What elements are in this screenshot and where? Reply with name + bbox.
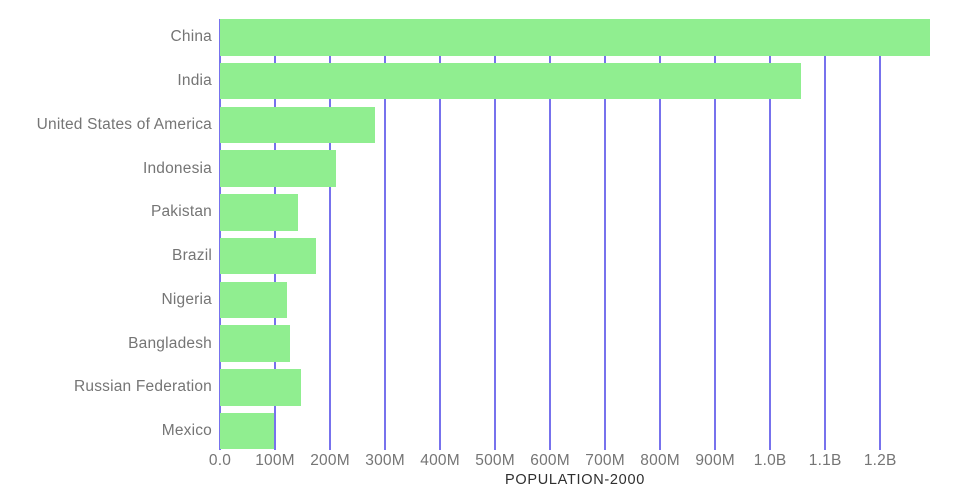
bar-pakistan [220, 194, 299, 231]
gridline-200m [329, 19, 332, 450]
category-label-indonesia: Indonesia [142, 159, 212, 177]
category-label-brazil: Brazil [172, 247, 212, 265]
category-label-united-states-of-america: United States of America [36, 115, 212, 133]
bar-nigeria [220, 281, 288, 319]
x-axis-tick-labels: 0.0 100M 200M 300M 400M 500M 600M 700M 800M 900M 1… [209, 452, 930, 472]
gridline-1-2b [879, 19, 882, 450]
x-tick-label-200m: 200M [310, 452, 350, 469]
x-tick-label-100m: 100M [255, 452, 295, 469]
x-tick-label-500m: 500M [475, 452, 515, 469]
category-label-russian-federation: Russian Federation [73, 378, 212, 396]
gridline-1-0b [769, 19, 772, 450]
bar-brazil [220, 237, 317, 275]
category-label-mexico: Mexico [161, 422, 212, 440]
x-tick-label-1-1b: 1.1B [808, 452, 842, 469]
bar-united-states-of-america [220, 106, 375, 144]
gridline-300m [384, 19, 387, 450]
category-label-pakistan: Pakistan [150, 203, 212, 221]
category-label-china: China [170, 28, 212, 46]
gridline-100m [274, 19, 276, 450]
x-tick-label-700m: 700M [585, 452, 625, 469]
x-axis-title: POPULATION-2000 [505, 472, 645, 488]
gridline-400m [439, 19, 442, 450]
category-label-bangladesh: Bangladesh [128, 334, 212, 352]
x-tick-label-1-0b: 1.0B [753, 452, 787, 469]
gridline-900m [714, 19, 717, 450]
plot-area [219, 15, 930, 450]
gridline-700m [604, 19, 607, 450]
bar-russian-federation [220, 369, 301, 406]
gridline-800m [659, 19, 662, 450]
x-tick-label-900m: 900M [695, 452, 735, 469]
x-tick-label-600m: 600M [530, 452, 570, 469]
gridline-500m [494, 19, 497, 450]
x-tick-label-0-0: 0.0 [208, 452, 232, 469]
bar-indonesia [220, 150, 337, 187]
gridline-0-0 [219, 19, 221, 450]
bar-india [220, 62, 802, 100]
bar-mexico [220, 412, 275, 450]
category-label-india: India [177, 72, 212, 90]
category-label-nigeria: Nigeria [161, 290, 212, 308]
gridline-600m [549, 19, 552, 450]
y-axis-category-labels: China India United States of America Indone… [0, 15, 212, 450]
x-tick-label-1-2b: 1.2B [863, 452, 897, 469]
bar-china [220, 19, 930, 56]
bar-bangladesh [220, 325, 291, 362]
gridline-1-1b [824, 19, 827, 450]
x-tick-label-400m: 400M [420, 452, 460, 469]
x-tick-label-800m: 800M [640, 452, 680, 469]
x-tick-label-300m: 300M [365, 452, 405, 469]
